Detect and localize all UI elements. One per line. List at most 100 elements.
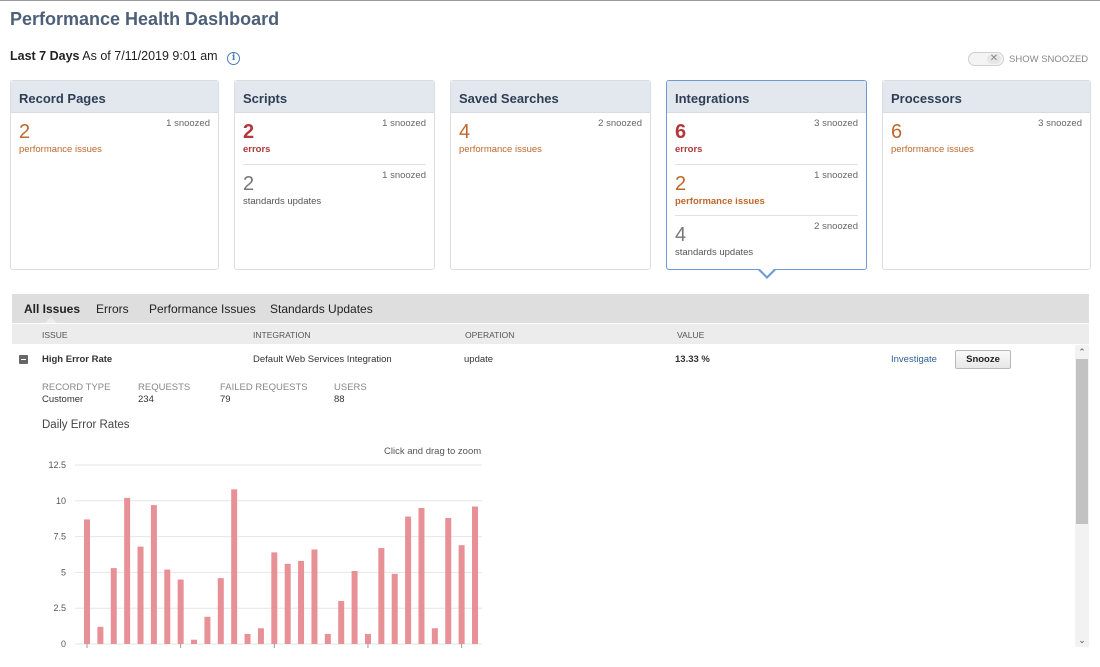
metric-performance-issues[interactable]: 2 performance issues 1 snoozed xyxy=(19,113,210,164)
card-title: Scripts xyxy=(235,81,434,113)
card-title: Integrations xyxy=(667,81,866,113)
chart-bar[interactable] xyxy=(431,628,438,644)
metric-label: performance issues xyxy=(675,196,765,207)
card-integrations[interactable]: Integrations 6 errors 3 snoozed 2 perfor… xyxy=(666,80,867,270)
column-operation: OPERATION xyxy=(465,330,515,340)
card-scripts[interactable]: Scripts 2 errors 1 snoozed 2 standards u… xyxy=(234,80,435,270)
chart-bar[interactable] xyxy=(391,573,398,644)
requests-label: REQUESTS xyxy=(138,382,191,393)
y-tick-label: 2.5 xyxy=(53,603,66,613)
chart-bar[interactable] xyxy=(338,601,345,644)
chart-bar[interactable] xyxy=(458,545,465,644)
tab-standards-updates[interactable]: Standards Updates xyxy=(270,302,373,316)
metric-label: standards updates xyxy=(243,196,322,207)
chart-bar[interactable] xyxy=(191,639,198,644)
chart-bar[interactable] xyxy=(405,516,412,644)
table-row: High Error Rate Default Web Services Int… xyxy=(12,347,1074,371)
metric-performance-issues[interactable]: 4 performance issues 2 snoozed xyxy=(459,113,642,164)
issue-name: High Error Rate xyxy=(42,354,113,365)
chart-bar[interactable] xyxy=(84,519,90,644)
close-icon: ✕ xyxy=(987,54,1001,64)
metric-standards-updates[interactable]: 4 standards updates 2 snoozed xyxy=(675,215,858,266)
snoozed-count: 3 snoozed xyxy=(1038,118,1082,129)
metric-performance-issues[interactable]: 2 performance issues 1 snoozed xyxy=(675,164,858,215)
chart-bar[interactable] xyxy=(445,517,452,644)
chart-bar[interactable] xyxy=(177,579,184,644)
chart-bar[interactable] xyxy=(244,633,251,644)
card-processors[interactable]: Processors 6 performance issues 3 snooze… xyxy=(882,80,1091,270)
metric-standards-updates[interactable]: 2 standards updates 1 snoozed xyxy=(243,164,426,215)
table-header: ISSUE INTEGRATION OPERATION VALUE xyxy=(12,324,1089,344)
collapse-icon[interactable] xyxy=(19,355,28,364)
card-record-pages[interactable]: Record Pages 2 performance issues 1 snoo… xyxy=(10,80,219,270)
failed-requests-label: FAILED REQUESTS xyxy=(220,382,308,393)
info-icon[interactable]: i xyxy=(227,52,241,65)
range-as-of: As of 7/11/2019 9:01 am xyxy=(82,49,218,63)
card-saved-searches[interactable]: Saved Searches 4 performance issues 2 sn… xyxy=(450,80,651,270)
chart-title: Daily Error Rates xyxy=(42,419,130,431)
y-tick-label: 10 xyxy=(56,496,66,506)
chart-bar[interactable] xyxy=(204,616,211,644)
metric-errors[interactable]: 2 errors 1 snoozed xyxy=(243,113,426,164)
chart-bar[interactable] xyxy=(257,628,264,644)
chart-bar[interactable] xyxy=(124,497,131,644)
chart-bar[interactable] xyxy=(351,570,358,644)
metric-label: performance issues xyxy=(19,144,102,155)
chart-bar[interactable] xyxy=(231,489,238,644)
chart-bar[interactable] xyxy=(164,569,171,644)
metric-label: errors xyxy=(243,144,271,155)
snoozed-count: 1 snoozed xyxy=(166,118,210,129)
metric-performance-issues[interactable]: 6 performance issues 3 snoozed xyxy=(891,113,1082,164)
metric-value: 2 xyxy=(19,121,31,143)
record-type-label: RECORD TYPE xyxy=(42,382,111,393)
show-snoozed-label: SHOW SNOOZED xyxy=(1009,53,1089,65)
toggle-track[interactable]: ✕ xyxy=(968,52,1004,66)
scrollbar[interactable]: ⌃ ⌄ xyxy=(1075,345,1089,647)
metric-errors[interactable]: 6 errors 3 snoozed xyxy=(675,113,858,164)
chart-bar[interactable] xyxy=(284,563,291,644)
selected-card-pointer-fill xyxy=(759,268,775,276)
card-title: Saved Searches xyxy=(451,81,650,113)
issue-tabs: All Issues Errors Performance Issues Sta… xyxy=(12,294,1089,323)
chart-bar[interactable] xyxy=(418,507,425,644)
snoozed-count: 2 snoozed xyxy=(814,221,858,232)
record-type-value: Customer xyxy=(42,394,84,405)
tab-performance-issues[interactable]: Performance Issues xyxy=(149,302,256,316)
column-integration: INTEGRATION xyxy=(253,330,311,340)
show-snoozed-toggle[interactable]: ✕ SHOW SNOOZED xyxy=(968,52,1088,66)
tab-all-issues[interactable]: All Issues xyxy=(24,302,81,316)
tab-errors[interactable]: Errors xyxy=(96,302,129,316)
snoozed-count: 1 snoozed xyxy=(814,170,858,181)
chart-bar[interactable] xyxy=(271,552,278,644)
metric-value: 4 xyxy=(459,121,471,143)
chart-bar[interactable] xyxy=(364,633,371,644)
chart-bar[interactable] xyxy=(298,560,305,644)
chart-bar[interactable] xyxy=(217,578,224,644)
top-border xyxy=(0,0,1100,1)
chart-bar[interactable] xyxy=(110,568,117,644)
snoozed-count: 1 snoozed xyxy=(382,170,426,181)
snoozed-count: 3 snoozed xyxy=(814,118,858,129)
requests-value: 234 xyxy=(138,394,154,405)
daily-error-rates-chart[interactable]: 12.5 10 7.5 5 2.5 0 xyxy=(30,455,490,655)
snooze-button[interactable]: Snooze xyxy=(955,350,1011,369)
integration-name: Default Web Services Integration xyxy=(253,354,392,365)
scroll-up-icon[interactable]: ⌃ xyxy=(1078,347,1086,357)
card-title: Processors xyxy=(883,81,1090,113)
scroll-thumb[interactable] xyxy=(1076,359,1088,524)
chart-bar[interactable] xyxy=(324,633,331,644)
metric-label: errors xyxy=(675,144,703,155)
chart-bar[interactable] xyxy=(311,549,318,644)
snoozed-count: 1 snoozed xyxy=(382,118,426,129)
card-title: Record Pages xyxy=(11,81,218,113)
chart-bar[interactable] xyxy=(472,506,478,644)
snoozed-count: 2 snoozed xyxy=(598,118,642,129)
operation-name: update xyxy=(464,354,494,365)
chart-bar[interactable] xyxy=(137,546,144,644)
investigate-link[interactable]: Investigate xyxy=(891,354,937,365)
users-label: USERS xyxy=(334,382,367,393)
chart-bar[interactable] xyxy=(150,505,157,644)
chart-bar[interactable] xyxy=(378,548,385,644)
chart-bar[interactable] xyxy=(97,626,104,644)
scroll-down-icon[interactable]: ⌄ xyxy=(1078,635,1086,645)
